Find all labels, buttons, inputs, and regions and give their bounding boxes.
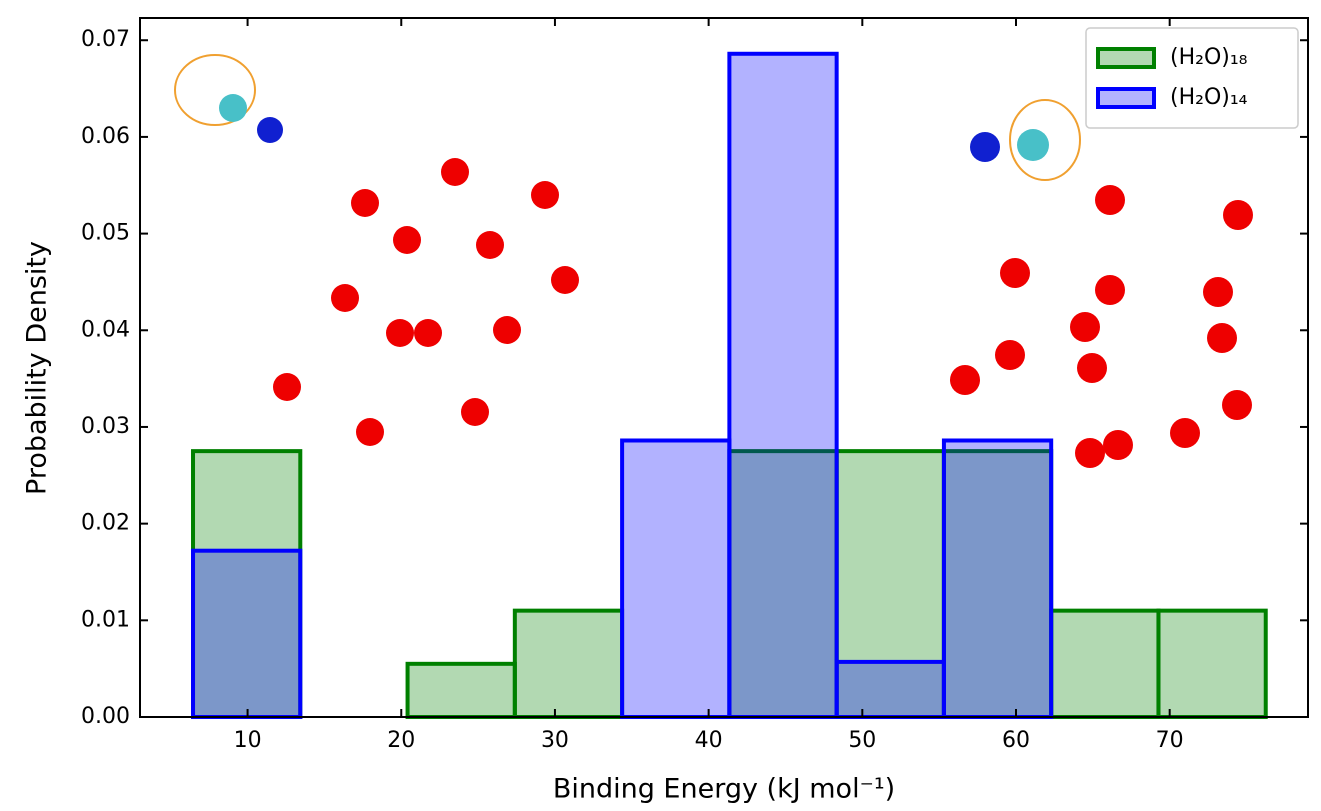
histogram-bar (622, 440, 729, 717)
atom (950, 365, 980, 395)
histogram-bar (193, 551, 300, 717)
atom (551, 266, 579, 294)
atom (393, 226, 421, 254)
y-tick-label: 0.02 (81, 511, 130, 536)
histogram-bar (515, 611, 622, 717)
y-tick-label: 0.05 (81, 221, 130, 246)
y-tick-label: 0.01 (81, 607, 130, 632)
atom (1207, 323, 1237, 353)
atom (1075, 438, 1105, 468)
atom (441, 158, 469, 186)
atom (1170, 418, 1200, 448)
x-axis-label: Binding Energy (kJ mol⁻¹) (553, 774, 895, 805)
atom (1000, 258, 1030, 288)
atom (1070, 312, 1100, 342)
atom (257, 117, 283, 143)
histogram-bar (837, 662, 944, 717)
x-tick-label: 50 (848, 728, 876, 753)
atom (493, 316, 521, 344)
x-tick-label: 10 (234, 728, 262, 753)
atom (476, 231, 504, 259)
atom (1095, 275, 1125, 305)
atom (331, 284, 359, 312)
y-tick-label: 0.03 (81, 414, 130, 439)
atom (1103, 430, 1133, 460)
histogram-bar (1051, 611, 1158, 717)
legend-swatch (1098, 49, 1154, 67)
atom (531, 181, 559, 209)
legend-label: (H₂O)₁₈ (1170, 45, 1248, 70)
atom (1095, 185, 1125, 215)
atom (1223, 200, 1253, 230)
atom (995, 340, 1025, 370)
atom (461, 398, 489, 426)
y-tick-label: 0.07 (81, 27, 130, 52)
atom (970, 132, 1000, 162)
atom (414, 319, 442, 347)
chart: Binding Energy (kJ mol⁻¹) Probability De… (0, 0, 1321, 811)
histogram-bar (1158, 611, 1265, 717)
atom (351, 189, 379, 217)
histogram-bar (729, 54, 836, 717)
atom (386, 319, 414, 347)
histogram-bar (408, 664, 515, 717)
atom (1077, 353, 1107, 383)
y-tick-label: 0.06 (81, 124, 130, 149)
atom (219, 94, 247, 122)
atom (1203, 277, 1233, 307)
x-tick-label: 70 (1156, 728, 1184, 753)
atom (273, 373, 301, 401)
atom (1017, 129, 1049, 161)
atom (356, 418, 384, 446)
legend-box (1086, 28, 1298, 128)
x-tick-label: 60 (1002, 728, 1030, 753)
x-tick-label: 30 (541, 728, 569, 753)
x-tick-label: 40 (695, 728, 723, 753)
atom (1222, 390, 1252, 420)
legend-swatch (1098, 89, 1154, 107)
y-axis-label: Probability Density (22, 241, 53, 495)
y-tick-label: 0.00 (81, 704, 130, 729)
legend-label: (H₂O)₁₄ (1170, 85, 1248, 110)
histogram-bar (944, 440, 1051, 717)
y-tick-label: 0.04 (81, 317, 130, 342)
x-tick-label: 20 (387, 728, 415, 753)
